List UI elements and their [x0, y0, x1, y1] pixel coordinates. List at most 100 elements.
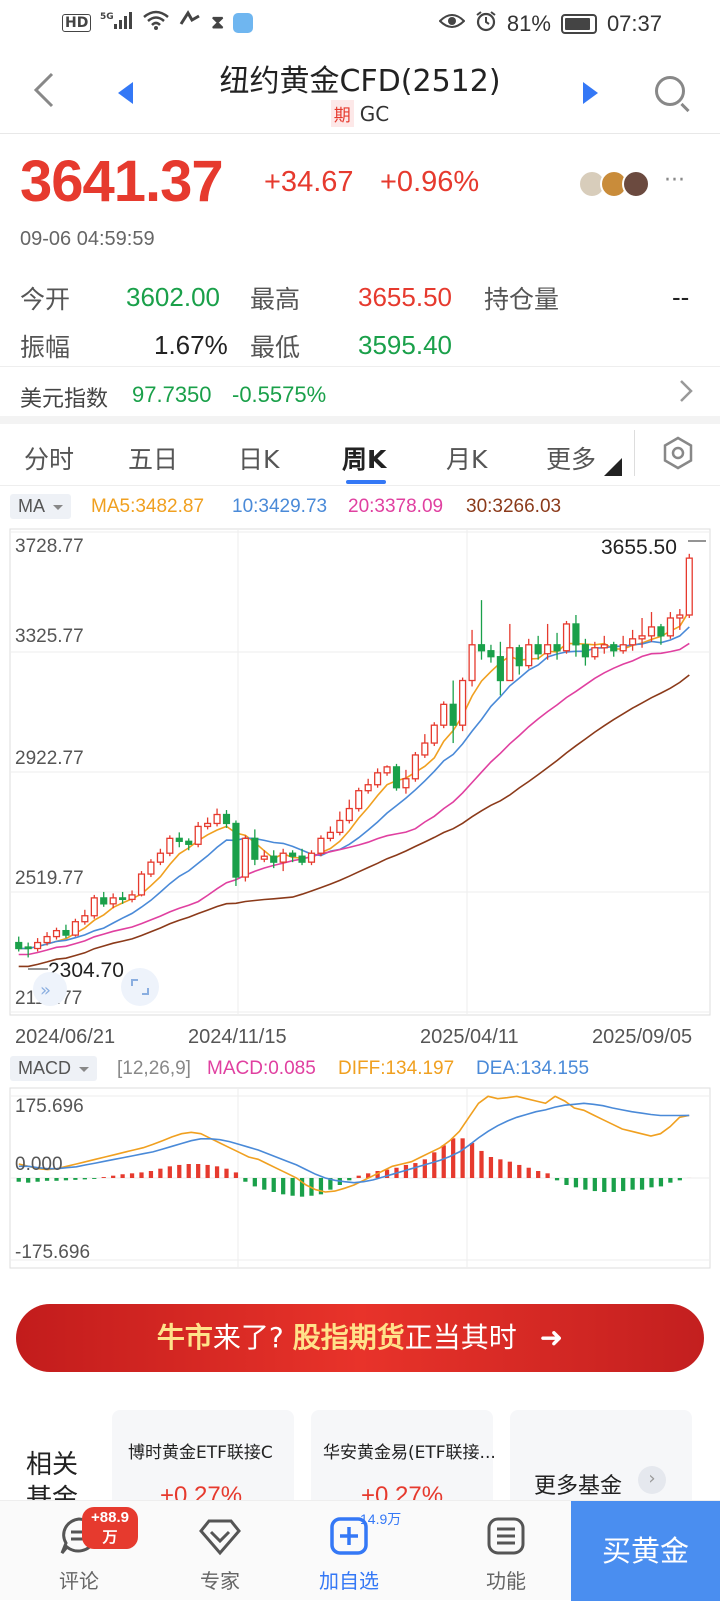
wifi-icon	[143, 10, 170, 35]
discussion-avatars[interactable]	[578, 170, 658, 198]
add-watchlist-icon	[330, 1517, 368, 1555]
active-tab-indicator	[346, 480, 386, 484]
candle-body	[298, 855, 306, 863]
candle-body	[619, 644, 627, 652]
macd-y-tick: 175.696	[15, 1096, 84, 1117]
tab-daily-k[interactable]: 日K	[238, 445, 280, 474]
candle-body	[591, 647, 599, 658]
candle-body	[666, 617, 674, 637]
candle-body	[100, 897, 108, 905]
clock: 07:37	[606, 10, 662, 36]
candle-body	[336, 819, 344, 834]
more-corner-icon	[604, 458, 622, 476]
candle-body	[15, 941, 23, 950]
candle-body	[374, 772, 382, 786]
candle-body	[629, 638, 637, 646]
candle-body	[581, 644, 589, 658]
ma-selector[interactable]: MA	[10, 494, 71, 519]
period-tabs: 分时 五日 日K 周K 月K 更多	[0, 430, 720, 486]
hourglass-icon: ⧗	[211, 12, 224, 33]
dea-line	[18, 1102, 690, 1184]
fullscreen-icon	[131, 979, 149, 995]
high-label: 最高	[250, 285, 301, 314]
tab-intraday[interactable]: 分时	[24, 445, 75, 474]
candle-body	[525, 644, 533, 667]
candle-body	[147, 861, 155, 875]
ma-legend: MA MA5:3482.87 10:3429.73 20:3378.09 30:…	[0, 492, 720, 522]
candle-body	[402, 778, 410, 789]
candle-body	[515, 647, 523, 667]
candle-body	[553, 644, 561, 652]
tab-five-day[interactable]: 五日	[128, 445, 179, 474]
candle-body	[468, 644, 476, 682]
y-tick: 2922.77	[15, 748, 84, 769]
y-tick: 3728.77	[15, 536, 84, 557]
x-tick: 2025/04/11	[420, 1026, 519, 1048]
divider	[634, 430, 635, 476]
macd-value: MACD:0.085	[207, 1058, 316, 1079]
usd-index-row[interactable]: 美元指数 97.7350 -0.5575%	[0, 366, 720, 424]
candle-body	[232, 822, 240, 878]
ma5-value: MA5:3482.87	[91, 496, 205, 517]
tab-monthly-k[interactable]: 月K	[446, 445, 488, 474]
diff-line	[18, 1095, 690, 1193]
signal-icon: 5G	[100, 10, 134, 35]
watchlist-count: 14.9万	[360, 1511, 402, 1527]
arrow-right-icon: ➜	[539, 1321, 564, 1354]
x-tick: 2024/11/15	[188, 1026, 287, 1048]
usd-index-change: -0.5575%	[232, 382, 327, 407]
expand-left-button[interactable]	[33, 972, 67, 1006]
candle-body	[392, 766, 401, 789]
buy-gold-button[interactable]: 买黄金	[571, 1501, 720, 1601]
more-icon[interactable]: ···	[664, 168, 685, 193]
x-tick: 2024/06/21	[15, 1026, 116, 1048]
double-chevron-icon: »	[40, 980, 51, 1001]
x-axis: 2024/06/21 2024/11/15 2025/04/11 2025/09…	[0, 1026, 720, 1052]
futures-promo-banner[interactable]: 牛市来了? 股指期货正当其时 ➜	[16, 1304, 704, 1372]
macd-legend: MACD [12,26,9] MACD:0.085 DIFF:134.197 D…	[0, 1054, 720, 1084]
menu-icon	[487, 1517, 525, 1555]
candle-body	[506, 647, 514, 682]
price-change: +34.67	[264, 166, 354, 198]
candle-body	[685, 557, 693, 616]
eye-icon	[438, 12, 466, 35]
candle-body	[572, 623, 580, 646]
banner-text: 正当其时	[404, 1321, 517, 1354]
low-marker: 2304.70	[48, 959, 124, 982]
fund-name: 华安黄金易(ETF联接...	[323, 1443, 496, 1463]
nav-label: 功能	[486, 1569, 526, 1593]
fullscreen-button[interactable]	[121, 968, 159, 1006]
contract-code: 期 GC	[0, 100, 720, 127]
prev-contract-icon[interactable]	[118, 82, 133, 104]
banner-highlight: 牛市	[156, 1321, 213, 1354]
futures-tag: 期	[330, 100, 354, 127]
y-tick: 2519.77	[15, 868, 84, 889]
settings-hex-icon[interactable]	[662, 436, 694, 474]
ma30-value: 30:3266.03	[466, 496, 562, 517]
high-marker: 3655.50	[601, 536, 677, 559]
candle-body	[194, 825, 202, 845]
candle-body	[534, 644, 542, 655]
candle-body	[600, 644, 608, 649]
low-label: 最低	[250, 333, 301, 362]
candle-body	[647, 626, 656, 637]
usd-index-label: 美元指数	[20, 387, 109, 412]
more-funds-label: 更多基金	[534, 1474, 623, 1499]
alarm-icon	[475, 10, 497, 37]
next-contract-icon[interactable]	[583, 82, 598, 104]
tab-weekly-k[interactable]: 周K	[342, 445, 387, 474]
macd-y-tick: -175.696	[15, 1242, 90, 1263]
macd-chart[interactable]: 175.696 0.000 -175.696	[0, 1086, 720, 1270]
chevron-right-icon	[678, 377, 694, 409]
ma10-value: 10:3429.73	[232, 496, 328, 517]
back-icon[interactable]	[30, 70, 58, 117]
tab-more[interactable]: 更多	[546, 445, 597, 474]
weekly-k-chart[interactable]: 3728.77 3325.77 2922.77 2519.77 2116.77 …	[0, 524, 720, 1046]
macd-selector[interactable]: MACD	[10, 1056, 97, 1081]
candle-body	[440, 703, 448, 726]
candle-body	[487, 650, 495, 658]
search-icon[interactable]	[655, 76, 685, 106]
y-tick: 3325.77	[15, 626, 84, 647]
open-interest-value: --	[672, 282, 690, 312]
candle-body	[355, 790, 363, 810]
